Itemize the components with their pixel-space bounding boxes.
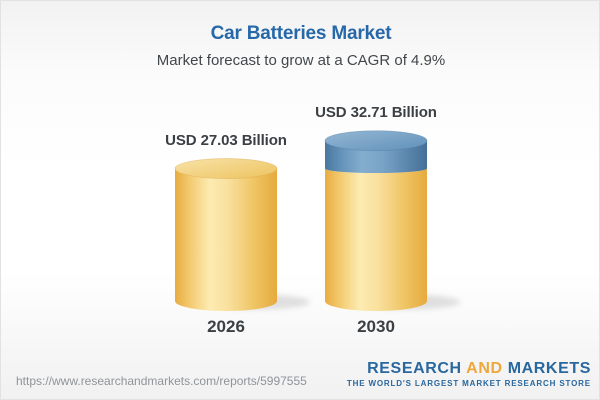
chart-subtitle: Market forecast to grow at a CAGR of 4.9… [156, 52, 446, 69]
bar-2026-cylinder [174, 158, 278, 311]
bar-2030-growth-cap [324, 130, 428, 174]
year-label-2030: 2030 [357, 317, 395, 336]
brand-logo-wordmark: RESEARCH AND MARKETS [347, 361, 591, 377]
logo-word-research: RESEARCH [367, 360, 462, 377]
chart-title: Car Batteries Market [210, 23, 392, 44]
value-label-2026: USD 27.03 Billion [165, 131, 287, 149]
logo-word-and: AND [466, 360, 503, 377]
value-label-2030: USD 32.71 Billion [315, 103, 437, 121]
year-label-2026: 2026 [207, 317, 245, 336]
brand-logo: RESEARCH AND MARKETS THE WORLD'S LARGEST… [347, 361, 591, 388]
logo-word-markets: MARKETS [507, 360, 591, 377]
brand-tagline: THE WORLD'S LARGEST MARKET RESEARCH STOR… [346, 379, 591, 388]
bar-2030-cylinder [325, 168, 427, 311]
report-url: https://www.researchandmarkets.com/repor… [16, 374, 307, 388]
